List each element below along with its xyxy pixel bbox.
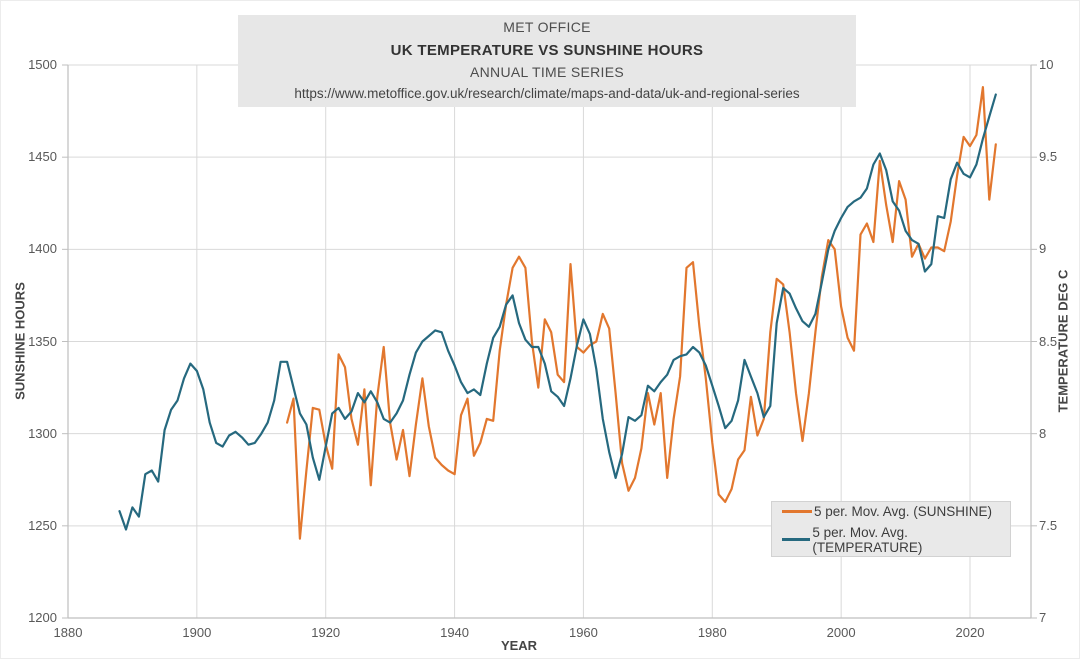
legend: 5 per. Mov. Avg. (SUNSHINE) 5 per. Mov. … [771, 501, 1011, 557]
x-axis-tick-1940: 1940 [440, 625, 470, 640]
axis-lines [62, 64, 1037, 619]
x-axis-tick-2020: 2020 [955, 625, 985, 640]
right-axis-tick-9: 9 [1039, 241, 1047, 257]
chart-subtitle: ANNUAL TIME SERIES [470, 64, 624, 81]
left-axis-tick-1350: 1350 [28, 333, 57, 349]
x-axis-tick-1960: 1960 [568, 625, 598, 640]
right-axis-tick-7.5: 7.5 [1039, 517, 1058, 533]
left-axis-title: SUNSHINE HOURS [12, 282, 28, 400]
x-axis-tick-1920: 1920 [311, 625, 341, 640]
legend-item-temperature: 5 per. Mov. Avg. (TEMPERATURE) [782, 525, 1010, 555]
x-axis-title: YEAR [500, 638, 538, 653]
chart-source-url: https://www.metoffice.gov.uk/research/cl… [294, 85, 800, 101]
sunshine-line-swatch [782, 509, 812, 513]
left-axis-tick-1500: 1500 [28, 57, 57, 72]
left-axis-tick-1400: 1400 [28, 241, 57, 257]
legend-item-sunshine: 5 per. Mov. Avg. (SUNSHINE) [782, 504, 1010, 519]
right-axis-tick-9.5: 9.5 [1039, 149, 1058, 165]
x-axis-tick-1980: 1980 [697, 625, 727, 640]
data-series [118, 85, 997, 540]
temperature-series-line [118, 93, 997, 531]
x-axis-tick-1900: 1900 [182, 625, 212, 640]
left-axis-tick-1450: 1450 [28, 149, 57, 165]
chart-title-box: MET OFFICE UK TEMPERATURE VS SUNSHINE HO… [238, 15, 856, 107]
x-axis-tick-2000: 2000 [826, 625, 856, 640]
right-axis-tick-8: 8 [1039, 425, 1047, 441]
left-axis-tick-1250: 1250 [28, 517, 57, 533]
x-axis-tick-1880: 1880 [53, 625, 83, 640]
left-axis-tick-1200: 1200 [28, 610, 57, 625]
temperature-line-swatch [782, 538, 811, 541]
right-axis-tick-10: 10 [1039, 57, 1054, 72]
legend-label-temperature: 5 per. Mov. Avg. (TEMPERATURE) [812, 524, 923, 555]
legend-label-sunshine: 5 per. Mov. Avg. (SUNSHINE) [814, 503, 993, 519]
right-axis-title: TEMPERATURE DEG C [1055, 269, 1071, 413]
right-axis-tick-7: 7 [1039, 610, 1047, 625]
left-axis-tick-1300: 1300 [28, 425, 57, 441]
right-axis-tick-8.5: 8.5 [1039, 333, 1058, 349]
chart-org-line: MET OFFICE [503, 19, 591, 36]
chart-title: UK TEMPERATURE VS SUNSHINE HOURS [390, 41, 704, 59]
sunshine-series-line [286, 85, 997, 540]
